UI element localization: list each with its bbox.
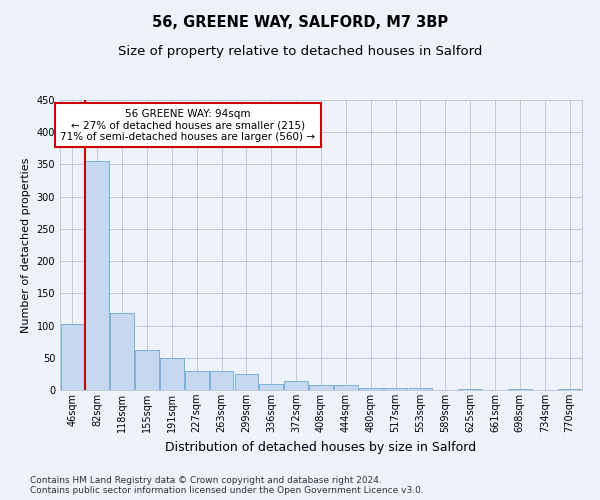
Bar <box>409 388 432 390</box>
Bar <box>284 381 308 390</box>
Bar <box>61 324 84 390</box>
Text: 56, GREENE WAY, SALFORD, M7 3BP: 56, GREENE WAY, SALFORD, M7 3BP <box>152 15 448 30</box>
Bar <box>259 384 283 390</box>
Bar <box>85 161 109 390</box>
Bar <box>359 388 383 390</box>
Bar <box>458 388 482 390</box>
Bar <box>384 388 407 390</box>
Text: Size of property relative to detached houses in Salford: Size of property relative to detached ho… <box>118 45 482 58</box>
Bar <box>334 386 358 390</box>
Bar <box>160 358 184 390</box>
Bar <box>508 388 532 390</box>
Y-axis label: Number of detached properties: Number of detached properties <box>21 158 31 332</box>
Bar <box>185 370 209 390</box>
Bar <box>135 350 159 390</box>
X-axis label: Distribution of detached houses by size in Salford: Distribution of detached houses by size … <box>166 440 476 454</box>
Bar <box>558 388 581 390</box>
Bar <box>309 386 333 390</box>
Bar <box>235 374 258 390</box>
Text: Contains HM Land Registry data © Crown copyright and database right 2024.
Contai: Contains HM Land Registry data © Crown c… <box>30 476 424 495</box>
Bar <box>110 312 134 390</box>
Text: 56 GREENE WAY: 94sqm
← 27% of detached houses are smaller (215)
71% of semi-deta: 56 GREENE WAY: 94sqm ← 27% of detached h… <box>61 108 316 142</box>
Bar <box>210 370 233 390</box>
